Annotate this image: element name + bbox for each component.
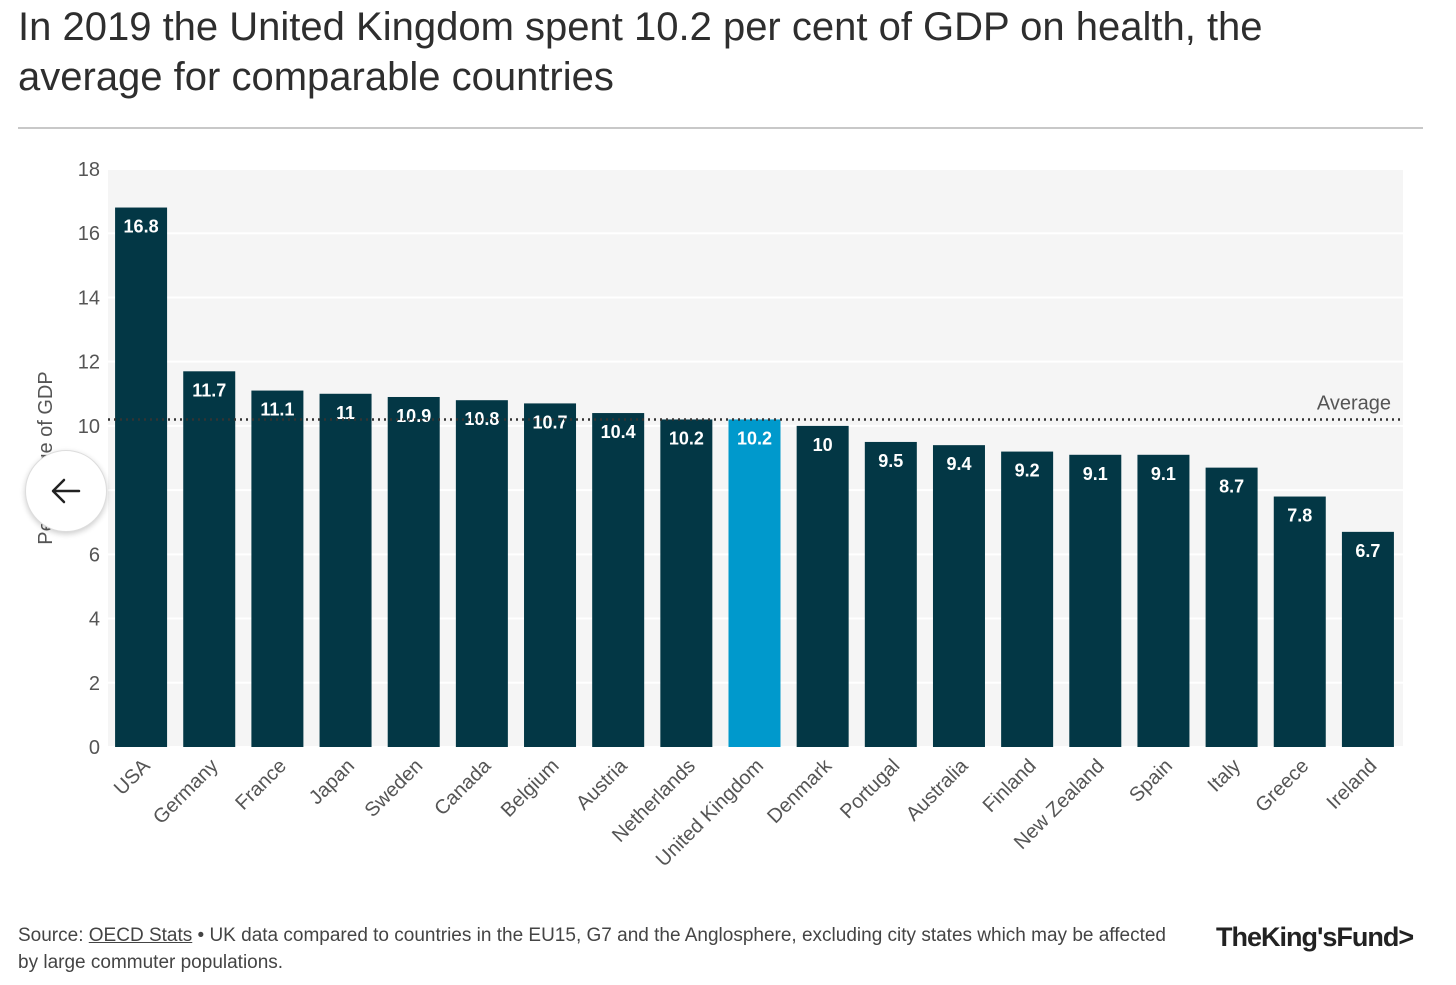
bar-value-label: 11.1 [260,400,294,420]
y-tick-label: 4 [89,609,100,631]
bar-value-label: 10 [813,435,833,455]
bar-value-label: 11.7 [192,380,226,400]
bar-value-label: 9.5 [878,451,903,471]
x-tick-label: Denmark [763,754,837,828]
bar-value-label: 9.4 [946,454,971,474]
bar [1069,454,1122,747]
y-tick-label: 18 [78,159,100,181]
bar [1341,531,1394,747]
bar-value-label: 11 [336,403,355,423]
bar [1205,467,1258,747]
bar [251,390,304,747]
bar-value-label: 9.1 [1083,464,1108,484]
bar-chart: 02461012141618Percentage of GDP16.8USA11… [35,159,1403,871]
source-note: Source: OECD Stats • UK data compared to… [18,922,1188,976]
bar-value-label: 16.8 [124,217,159,237]
arrow-left-icon [51,478,81,504]
back-button[interactable] [25,450,107,532]
bar [1001,451,1054,747]
title-divider [18,127,1423,129]
bar [183,371,236,747]
x-tick-label: Germany [149,755,223,829]
bar-value-label: 10.4 [601,422,636,442]
x-tick-label: Austria [572,754,632,814]
y-tick-label: 10 [78,416,100,438]
y-tick-label: 6 [89,544,100,566]
x-tick-label: France [231,755,291,815]
x-tick-label: Canada [430,754,496,820]
source-prefix: Source: [18,925,89,946]
x-tick-label: Italy [1204,755,1245,796]
source-text: • UK data compared to countries in the E… [18,925,1166,973]
bar [660,419,713,747]
x-tick-label: Finland [979,755,1041,817]
bar [387,396,440,747]
x-tick-label: Australia [902,754,973,825]
bar [1137,454,1190,747]
average-label: Average [1317,392,1391,414]
bar [796,425,849,747]
bar [524,403,577,747]
bar-value-label: 6.7 [1355,541,1380,561]
bar [455,400,508,747]
y-tick-label: 14 [78,287,100,309]
bar-value-label: 10.9 [396,406,431,426]
x-tick-label: Japan [305,755,359,809]
bar-value-label: 10.7 [533,412,568,432]
bar-value-label: 9.1 [1151,464,1176,484]
bar-value-label: 8.7 [1219,477,1244,497]
bar [115,207,168,748]
source-link[interactable]: OECD Stats [88,925,193,946]
bar [728,419,781,747]
x-tick-label: Spain [1125,755,1177,807]
bar [864,441,917,747]
kings-fund-logo: TheKing'sFund> [1216,922,1414,952]
bar-value-label: 7.8 [1287,506,1312,526]
y-tick-label: 2 [89,673,100,695]
x-tick-label: Sweden [361,755,428,822]
x-tick-label: Ireland [1323,755,1382,814]
bar [932,445,985,747]
x-tick-label: Portugal [836,755,904,823]
x-tick-label: Belgium [497,755,564,822]
x-tick-label: USA [110,755,155,800]
bar [319,393,372,747]
y-tick-label: 0 [89,737,100,759]
y-tick-label: 12 [78,352,100,374]
bar-value-label: 10.2 [669,428,704,448]
x-tick-label: Greece [1251,755,1313,817]
chart-title: In 2019 the United Kingdom spent 10.2 pe… [18,5,1263,99]
bar [1273,496,1326,747]
bar-value-label: 9.2 [1015,461,1040,481]
bar-value-label: 10.2 [737,428,772,448]
bar [592,413,645,747]
y-tick-label: 16 [78,223,100,245]
